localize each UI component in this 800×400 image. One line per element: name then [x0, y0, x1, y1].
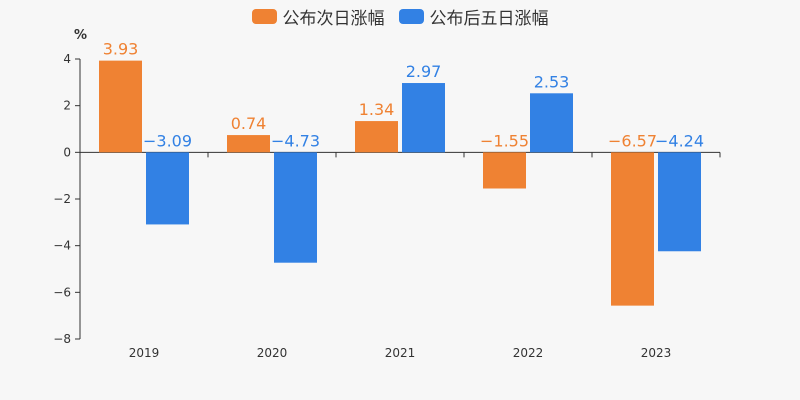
legend-item-five-day[interactable]: 公布后五日涨幅 — [398, 4, 549, 29]
data-label: −4.73 — [271, 131, 320, 150]
x-tick-label: 2021 — [385, 346, 416, 360]
legend-swatch-five-day — [398, 9, 424, 24]
x-tick-label: 2022 — [513, 346, 544, 360]
data-label: −6.57 — [608, 131, 657, 150]
bar — [483, 152, 526, 189]
legend-item-next-day[interactable]: 公布次日涨幅 — [251, 4, 385, 29]
data-label: −4.24 — [655, 131, 704, 150]
bar — [146, 152, 189, 225]
y-tick-label: 4 — [63, 52, 71, 66]
y-tick-label: 0 — [63, 145, 71, 159]
y-tick-label: −2 — [53, 192, 71, 206]
y-axis-unit: % — [74, 28, 88, 43]
x-tick-label: 2020 — [257, 346, 288, 360]
y-tick-label: −4 — [53, 239, 71, 253]
legend-label-next-day: 公布次日涨幅 — [282, 9, 385, 29]
data-label: −3.09 — [143, 131, 192, 150]
bar — [402, 83, 445, 153]
data-label: −1.55 — [480, 131, 529, 150]
data-label: 2.53 — [534, 72, 570, 91]
bar — [99, 60, 142, 153]
y-tick-label: −6 — [53, 285, 71, 299]
data-label: 2.97 — [406, 62, 442, 81]
legend: 公布次日涨幅 公布后五日涨幅 — [0, 4, 800, 29]
bar — [530, 93, 573, 153]
legend-label-five-day: 公布后五日涨幅 — [429, 9, 549, 29]
bar — [355, 121, 398, 153]
bar — [274, 152, 317, 263]
bar — [227, 135, 270, 153]
y-tick-label: −8 — [53, 332, 71, 346]
y-tick-label: 2 — [63, 99, 71, 113]
bar — [658, 152, 701, 252]
x-tick-label: 2019 — [129, 346, 160, 360]
x-tick-label: 2023 — [641, 346, 672, 360]
data-label: 3.93 — [103, 40, 139, 59]
data-label: 0.74 — [231, 114, 267, 133]
bar — [611, 152, 654, 306]
data-label: 1.34 — [359, 100, 395, 119]
legend-swatch-next-day — [251, 9, 277, 24]
